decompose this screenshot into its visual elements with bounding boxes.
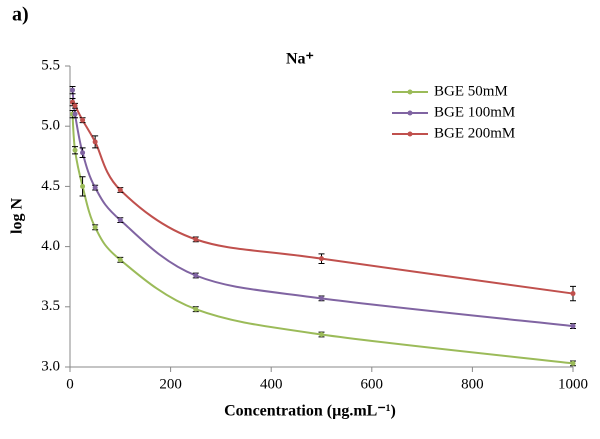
legend-marker xyxy=(407,110,413,116)
data-point xyxy=(80,183,86,189)
x-axis-label: Concentration (µg.mL⁻¹) xyxy=(224,403,396,420)
legend-marker xyxy=(407,131,413,137)
y-tick-label: 3.5 xyxy=(41,298,60,314)
data-point xyxy=(92,185,98,191)
data-point xyxy=(117,187,123,193)
legend-label: BGE 50mM xyxy=(434,83,508,99)
data-point xyxy=(70,87,76,93)
x-tick-label: 800 xyxy=(461,376,484,392)
y-tick-label: 5.0 xyxy=(41,118,60,134)
x-tick-label: 600 xyxy=(361,376,384,392)
data-point xyxy=(80,150,86,156)
data-point xyxy=(570,323,576,329)
data-point xyxy=(570,360,576,366)
data-point xyxy=(193,306,199,312)
y-tick-label: 4.5 xyxy=(41,178,60,194)
series-line xyxy=(71,101,574,295)
legend-label: BGE 200mM xyxy=(434,125,515,141)
data-point xyxy=(319,295,324,301)
data-point xyxy=(319,256,324,262)
data-point xyxy=(117,217,123,223)
x-tick-label: 0 xyxy=(66,376,74,392)
data-point xyxy=(72,103,78,109)
data-point xyxy=(92,139,98,145)
data-point xyxy=(80,117,86,123)
y-tick-label: 5.5 xyxy=(41,57,60,73)
panel-label: a) xyxy=(12,4,29,26)
data-point xyxy=(72,147,78,153)
legend-marker xyxy=(407,89,413,95)
y-axis-label: log N xyxy=(9,198,26,234)
legend-label: BGE 100mM xyxy=(434,104,515,120)
chart-title: Na⁺ xyxy=(286,51,314,68)
y-tick-label: 3.0 xyxy=(41,358,60,374)
data-point xyxy=(319,331,324,337)
data-point xyxy=(193,236,199,242)
series-line xyxy=(71,89,574,328)
data-point xyxy=(72,111,78,117)
x-tick-label: 400 xyxy=(260,376,283,392)
data-point xyxy=(570,291,576,297)
series-line xyxy=(71,114,574,365)
data-point xyxy=(193,272,199,278)
y-tick-label: 4.0 xyxy=(41,238,60,254)
data-point xyxy=(92,224,98,230)
x-tick-label: 1000 xyxy=(558,376,588,392)
x-tick-label: 200 xyxy=(159,376,182,392)
data-point xyxy=(117,257,123,263)
